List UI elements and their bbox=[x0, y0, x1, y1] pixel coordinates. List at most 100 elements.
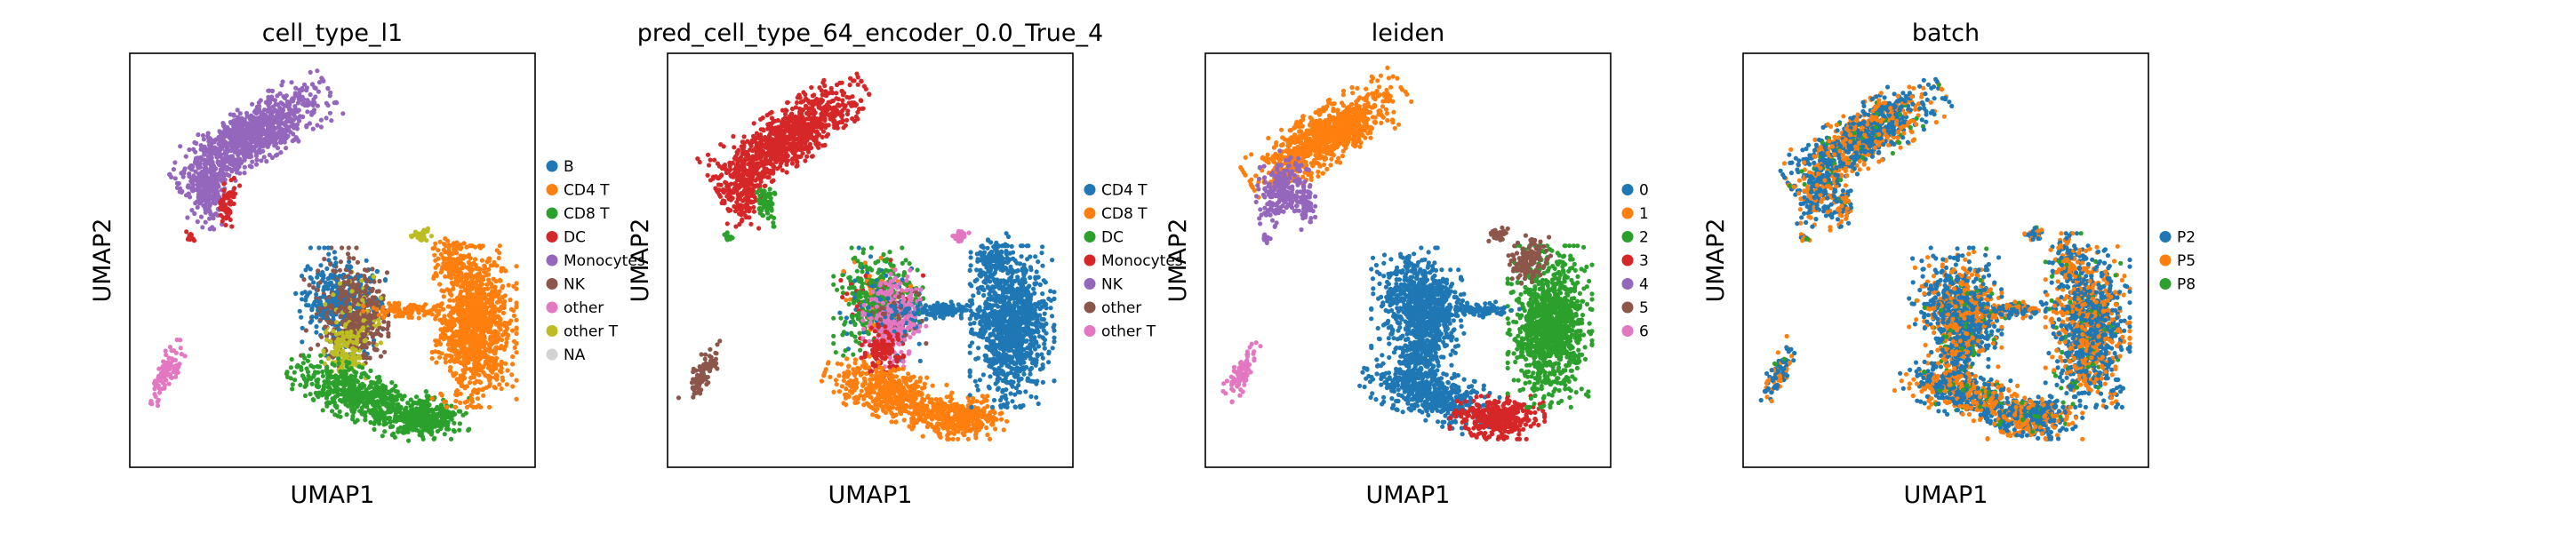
scatter-point bbox=[445, 250, 451, 255]
scatter-point bbox=[514, 350, 519, 355]
scatter-point bbox=[366, 298, 372, 303]
scatter-point bbox=[481, 393, 486, 398]
scatter-point bbox=[318, 124, 324, 130]
scatter-point bbox=[384, 270, 390, 275]
scatter-point bbox=[288, 365, 293, 370]
scatter-point bbox=[225, 148, 230, 154]
scatter-point bbox=[226, 208, 232, 213]
scatter-point bbox=[471, 375, 476, 380]
scatter-point bbox=[484, 296, 489, 302]
scatter-point bbox=[365, 375, 371, 380]
scatter-point bbox=[421, 408, 427, 413]
scatter-point bbox=[511, 338, 517, 344]
scatter-point bbox=[292, 370, 297, 375]
scatter-point bbox=[356, 391, 362, 396]
scatter-point bbox=[305, 109, 310, 115]
scatter-point bbox=[487, 326, 492, 331]
scatter-point bbox=[192, 139, 197, 146]
scatter-point bbox=[372, 406, 378, 411]
scatter-point bbox=[250, 101, 255, 107]
scatter-point bbox=[460, 283, 466, 289]
scatter-point bbox=[223, 216, 229, 221]
scatter-point bbox=[360, 325, 366, 330]
scatter-point bbox=[174, 180, 180, 186]
scatter-point bbox=[514, 264, 519, 269]
scatter-point bbox=[341, 280, 347, 285]
scatter-point bbox=[224, 125, 229, 131]
scatter-point bbox=[326, 294, 332, 299]
scatter-point bbox=[484, 282, 490, 287]
scatter-point bbox=[270, 132, 276, 138]
scatter-point bbox=[304, 123, 309, 128]
scatter-point bbox=[371, 298, 376, 304]
scatter-point bbox=[337, 295, 342, 300]
scatter-point bbox=[457, 427, 462, 433]
scatter-point bbox=[201, 137, 206, 142]
scatter-point bbox=[484, 340, 489, 346]
scatter-point bbox=[429, 355, 435, 362]
legend-label: NK bbox=[564, 276, 586, 294]
scatter-point bbox=[434, 342, 439, 348]
scatter-point bbox=[355, 378, 360, 385]
scatter-point bbox=[346, 281, 351, 286]
scatter-point bbox=[348, 305, 353, 310]
scatter-point bbox=[351, 297, 356, 303]
scatter-point bbox=[250, 123, 255, 130]
scatter-point bbox=[292, 92, 298, 98]
scatter-point bbox=[388, 397, 394, 403]
scatter-point bbox=[497, 382, 502, 387]
scatter-point bbox=[499, 268, 504, 274]
scatter-point bbox=[336, 308, 341, 314]
scatter-point bbox=[510, 362, 516, 367]
scatter-point bbox=[430, 246, 436, 251]
scatter-point bbox=[276, 102, 281, 107]
scatter-point bbox=[291, 117, 296, 123]
scatter-point bbox=[360, 396, 365, 402]
scatter-point bbox=[162, 373, 167, 378]
scatter-point bbox=[337, 281, 342, 286]
scatter-point bbox=[198, 143, 204, 148]
scatter-point bbox=[304, 88, 309, 93]
scatter-point bbox=[253, 162, 260, 167]
legend-label: other T bbox=[564, 323, 619, 341]
scatter-point bbox=[469, 276, 475, 282]
scatter-point bbox=[431, 304, 437, 310]
scatter-point bbox=[315, 68, 320, 74]
scatter-point bbox=[476, 372, 482, 378]
scatter-point bbox=[294, 122, 300, 127]
scatter-point bbox=[189, 208, 195, 213]
scatter-point bbox=[330, 396, 336, 402]
scatter-point bbox=[318, 353, 324, 358]
scatter-point bbox=[445, 415, 451, 420]
scatter-point bbox=[215, 137, 220, 142]
scatter-point bbox=[299, 314, 304, 320]
scatter-point bbox=[199, 180, 204, 186]
scatter-point bbox=[187, 147, 192, 153]
scatter-point bbox=[254, 157, 260, 163]
scatter-point bbox=[354, 245, 359, 251]
scatter-point bbox=[361, 318, 366, 323]
scatter-point bbox=[237, 183, 243, 188]
scatter-point bbox=[413, 419, 419, 426]
scatter-point bbox=[337, 274, 342, 279]
scatter-point bbox=[840, 98, 845, 103]
scatter-point bbox=[479, 350, 484, 355]
scatter-point bbox=[317, 280, 323, 285]
scatter-point bbox=[196, 185, 201, 190]
scatter-point bbox=[492, 294, 498, 299]
scatter-point bbox=[251, 145, 256, 150]
scatter-point bbox=[466, 327, 472, 332]
scatter-point bbox=[308, 245, 313, 251]
scatter-point bbox=[205, 178, 211, 183]
legend-marker bbox=[546, 184, 558, 195]
scatter-point bbox=[171, 167, 176, 172]
scatter-point bbox=[164, 378, 169, 383]
scatter-point bbox=[506, 332, 511, 338]
scatter-point bbox=[394, 418, 399, 424]
scatter-point bbox=[496, 299, 501, 305]
scatter-point bbox=[453, 398, 459, 404]
scatter-point bbox=[270, 123, 276, 128]
scatter-point bbox=[347, 255, 352, 260]
scatter-point bbox=[355, 309, 360, 314]
scatter-point bbox=[334, 302, 340, 307]
